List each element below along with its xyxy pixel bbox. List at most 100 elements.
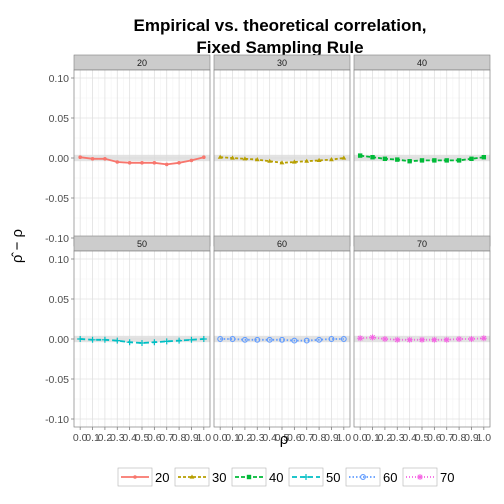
x-tick-label: 0.9 <box>324 432 339 444</box>
legend-label: 70 <box>440 470 454 485</box>
facet-strip-label: 60 <box>277 239 287 249</box>
data-point-40 <box>357 153 363 158</box>
chart-title-line-1: Empirical vs. theoretical correlation, <box>134 16 427 35</box>
data-point-20 <box>115 160 120 164</box>
x-tick-label: 0.2 <box>238 432 253 444</box>
legend-label: 30 <box>212 470 226 485</box>
data-point-70 <box>357 335 364 342</box>
x-tick-label: 0.4 <box>402 432 417 444</box>
data-point-20 <box>202 155 206 159</box>
x-tick-label: 0.0 <box>73 432 88 444</box>
data-point-70 <box>381 336 388 342</box>
x-tick-label: 0.8 <box>172 432 187 444</box>
x-tick-label: 0.6 <box>147 432 162 444</box>
x-tick-label: 0.0 <box>213 432 228 444</box>
legend-label: 50 <box>326 470 340 485</box>
x-tick-label: 0.7 <box>159 432 174 444</box>
zero-reference-band <box>214 335 350 343</box>
data-point-40 <box>382 156 388 161</box>
x-tick-label: 0.7 <box>299 432 314 444</box>
x-tick-label: 0.6 <box>287 432 302 444</box>
x-tick-label: 0.8 <box>312 432 327 444</box>
data-point-70 <box>480 335 487 342</box>
legend-label: 20 <box>155 470 169 485</box>
data-point-30 <box>217 154 223 159</box>
data-point-20 <box>177 161 181 165</box>
facet-strip-label: 50 <box>137 239 147 249</box>
legend-item-70: 70 <box>402 467 454 487</box>
data-point-30 <box>316 157 322 162</box>
data-point-60 <box>303 337 310 344</box>
legend-item-40: 40 <box>231 467 283 487</box>
x-tick-label: 1.0 <box>477 432 492 444</box>
data-point-30 <box>242 156 248 161</box>
data-point-20 <box>164 162 169 167</box>
legend-item-50: 50 <box>288 467 340 487</box>
facet-panel-50: 50 <box>73 235 211 428</box>
x-tick-label: 0.0 <box>353 432 368 444</box>
legend-item-30: 30 <box>174 467 226 487</box>
data-point-30 <box>304 158 310 163</box>
zero-reference-band <box>74 335 210 343</box>
data-point-50 <box>126 339 133 346</box>
data-point-50 <box>101 336 108 343</box>
x-tick-label: 0.3 <box>250 432 265 444</box>
legend-marker <box>246 474 252 480</box>
y-tick-label: 0.05 <box>49 294 70 306</box>
facet-panel-70: 70 <box>353 235 491 428</box>
data-point-30 <box>230 155 235 160</box>
y-axis-label: ρ̂ − ρ <box>9 229 26 263</box>
y-tick-label: -0.10 <box>45 233 69 245</box>
x-tick-label: 1.0 <box>337 432 352 444</box>
x-tick-label: 0.9 <box>184 432 199 444</box>
data-point-20 <box>78 155 82 159</box>
x-axis-label: ρ <box>280 431 289 448</box>
data-point-20 <box>140 161 144 165</box>
y-axes: 0.10 0.05 0.00 -0.05 -0.10 0.10 0.05 0.00 -0.05 -… <box>45 73 74 426</box>
data-point-40 <box>469 156 474 161</box>
data-point-70 <box>431 336 438 343</box>
data-point-40 <box>432 158 437 163</box>
data-point-70 <box>406 336 413 343</box>
x-tick-label: 0.5 <box>135 432 150 444</box>
data-point-40 <box>370 155 375 160</box>
data-point-70 <box>456 336 463 342</box>
data-point-40 <box>444 158 449 163</box>
facet-strip-label: 70 <box>417 239 427 249</box>
data-point-30 <box>279 160 285 165</box>
data-point-60 <box>229 336 236 342</box>
data-point-60 <box>291 337 298 344</box>
data-point-40 <box>407 159 412 164</box>
x-tick-label: 0.4 <box>262 432 277 444</box>
data-point-30 <box>254 157 260 162</box>
data-point-20 <box>152 161 157 165</box>
data-point-60 <box>254 336 261 343</box>
x-tick-label: 0.9 <box>464 432 479 444</box>
x-tick-label: 0.5 <box>415 432 430 444</box>
x-tick-label: 0.3 <box>390 432 405 444</box>
data-point-20 <box>103 157 107 161</box>
data-point-60 <box>316 336 323 343</box>
zero-reference-band <box>74 154 210 162</box>
x-tick-label: 0.2 <box>98 432 113 444</box>
y-tick-label: 0.10 <box>49 254 70 266</box>
y-tick-label: 0.05 <box>49 113 70 125</box>
data-point-70 <box>468 336 475 342</box>
x-tick-label: 0.8 <box>452 432 467 444</box>
data-point-60 <box>328 336 335 342</box>
legend-item-20: 20 <box>117 467 169 487</box>
x-tick-label: 1.0 <box>197 432 212 444</box>
x-tick-label: 0.1 <box>85 432 100 444</box>
legend-marker <box>303 474 309 480</box>
x-axis: 0.00.10.20.30.40.50.60.70.80.91.0 0.00.10… <box>73 427 491 444</box>
legend-marker <box>360 474 366 480</box>
x-tick-label: 0.2 <box>378 432 393 444</box>
facet-panel-40: 40 <box>353 54 491 247</box>
data-point-50 <box>151 339 158 346</box>
data-point-50 <box>89 336 96 343</box>
data-point-70 <box>443 336 450 343</box>
y-tick-label: -0.05 <box>45 193 69 205</box>
data-point-70 <box>369 334 376 341</box>
x-tick-label: 0.3 <box>110 432 125 444</box>
data-point-30 <box>291 159 297 164</box>
